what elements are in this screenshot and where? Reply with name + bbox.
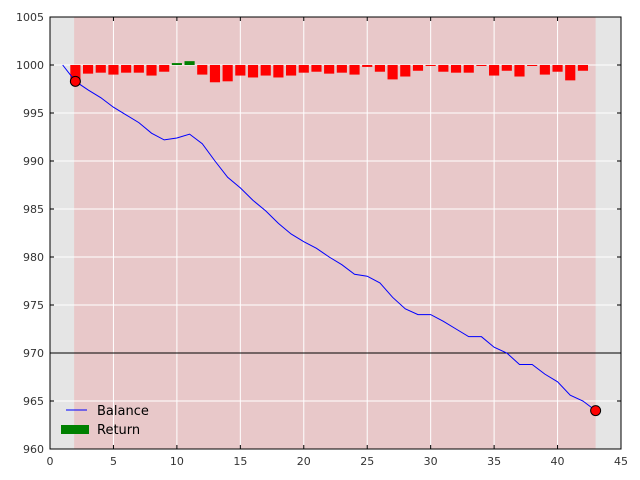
x-tick-labels: 0 5 10 15 20 25 30 35 40 45 bbox=[47, 455, 629, 468]
x-tick-label: 0 bbox=[47, 455, 54, 468]
y-tick-label: 1005 bbox=[16, 11, 44, 24]
return-bar bbox=[425, 65, 436, 66]
return-bar bbox=[70, 65, 81, 82]
return-bar bbox=[336, 65, 347, 73]
balance-marker bbox=[590, 405, 602, 417]
balance-line bbox=[62, 64, 596, 411]
return-bar bbox=[577, 65, 589, 71]
return-bar bbox=[235, 65, 246, 76]
return-bar bbox=[108, 65, 119, 75]
return-bar bbox=[412, 65, 424, 71]
legend-label-return: Return bbox=[97, 423, 140, 438]
balance-marker bbox=[69, 75, 81, 87]
y-tick-label: 965 bbox=[23, 395, 44, 408]
return-bar bbox=[514, 65, 525, 77]
return-bar bbox=[349, 65, 360, 75]
return-bar bbox=[463, 65, 474, 73]
return-bar bbox=[133, 65, 144, 73]
x-tick-label: 20 bbox=[297, 455, 311, 468]
return-bar bbox=[527, 65, 538, 66]
plot-border bbox=[49, 16, 622, 450]
return-bar bbox=[539, 65, 550, 75]
legend: Balance Return bbox=[61, 404, 149, 438]
x-tick-label: 45 bbox=[614, 455, 628, 468]
balance-markers bbox=[69, 75, 602, 417]
return-bar bbox=[82, 65, 94, 74]
return-bar bbox=[184, 61, 195, 65]
x-tick-label: 30 bbox=[424, 455, 438, 468]
return-bar bbox=[552, 65, 563, 72]
return-bar bbox=[476, 65, 487, 66]
return-bar bbox=[247, 65, 259, 78]
y-tick-labels: 960 965 970 975 980 985 990 995 1000 1005 bbox=[16, 11, 44, 456]
return-bar bbox=[146, 65, 157, 76]
return-bar bbox=[222, 65, 233, 82]
return-bar bbox=[121, 65, 132, 73]
x-tick-label: 5 bbox=[110, 455, 117, 468]
x-tick-label: 10 bbox=[170, 455, 184, 468]
y-tick-label: 990 bbox=[23, 155, 44, 168]
return-bar bbox=[438, 65, 449, 72]
y-tick-label: 985 bbox=[23, 203, 44, 216]
return-bar bbox=[286, 65, 297, 76]
y-tick-label: 980 bbox=[23, 251, 44, 264]
return-bar bbox=[362, 65, 373, 67]
return-bar bbox=[501, 65, 512, 71]
return-bar bbox=[374, 65, 385, 72]
return-bar bbox=[400, 65, 411, 77]
y-tick-label: 975 bbox=[23, 299, 44, 312]
return-bar bbox=[311, 65, 322, 72]
legend-bar-swatch bbox=[61, 425, 89, 434]
return-bar bbox=[95, 65, 106, 73]
axes-frame bbox=[49, 16, 622, 450]
y-tick-label: 995 bbox=[23, 107, 44, 120]
return-bar bbox=[298, 65, 309, 73]
return-bar bbox=[387, 65, 398, 80]
return-bar bbox=[209, 65, 221, 83]
legend-label-balance: Balance bbox=[97, 404, 149, 419]
y-tick-label: 960 bbox=[23, 443, 44, 456]
return-bar bbox=[159, 65, 170, 72]
return-bar bbox=[565, 65, 576, 81]
drawdown-shade bbox=[74, 17, 596, 449]
return-bar bbox=[489, 65, 500, 76]
return-bar bbox=[273, 65, 284, 78]
x-tick-label: 25 bbox=[360, 455, 374, 468]
return-bar bbox=[197, 65, 208, 75]
return-bars bbox=[70, 61, 589, 83]
return-bar bbox=[171, 63, 182, 65]
return-bar bbox=[450, 65, 462, 73]
y-tick-label: 970 bbox=[23, 347, 44, 360]
return-bar bbox=[260, 65, 271, 76]
x-tick-label: 40 bbox=[551, 455, 565, 468]
return-bar bbox=[324, 65, 335, 74]
y-tick-label: 1000 bbox=[16, 59, 44, 72]
x-tick-label: 35 bbox=[487, 455, 501, 468]
x-tick-label: 15 bbox=[233, 455, 247, 468]
